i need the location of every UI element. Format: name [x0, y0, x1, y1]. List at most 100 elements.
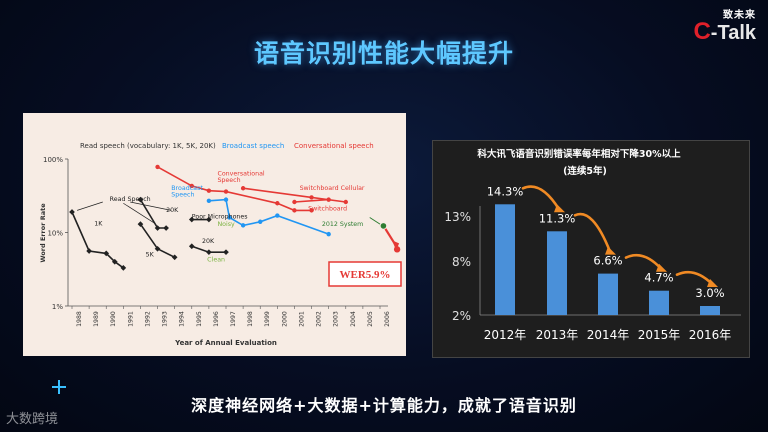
data-point-read — [154, 225, 161, 231]
data-point-conversational — [223, 189, 229, 194]
legend-broadcast: Broadcast speech — [222, 142, 284, 150]
bar-category-label: 2012年 — [484, 328, 527, 342]
x-tick-label: 1990 — [110, 311, 117, 327]
annotation-label: 20K — [166, 207, 179, 214]
brand-mark: C-Talk — [693, 18, 756, 46]
data-point-read — [163, 225, 169, 231]
slide-title: 语音识别性能大幅提升 — [253, 39, 514, 68]
annotation-label: Speech — [171, 191, 194, 198]
y-tick-label: 10% — [47, 230, 63, 238]
annotation-arrow — [77, 201, 103, 211]
legend-conversational: Conversational speech — [294, 142, 374, 150]
data-point-read — [103, 250, 110, 257]
annotation-label: 5K — [146, 252, 155, 259]
annotation-label: Broadcast — [171, 185, 203, 192]
green-arrow — [369, 217, 381, 225]
bar-data-label: 6.6% — [593, 254, 622, 268]
annotation-label: Read Speech — [110, 196, 151, 203]
x-axis-label: Year of Annual Evaluation — [174, 339, 277, 347]
bar-chart-subtitle: (连续5年) — [563, 165, 607, 177]
wer-history-svg: 100% 10% 1% Word Error Rate 1988 1989 1990 1991… — [39, 142, 402, 347]
bar-y-tick-label: 13% — [444, 210, 471, 224]
data-point-read — [206, 249, 212, 255]
data-point-conversational — [292, 208, 297, 213]
x-tick-label: 1995 — [196, 311, 203, 327]
trend-arrowhead — [656, 263, 667, 272]
data-point-read — [86, 248, 92, 254]
y-tick-label: 100% — [43, 156, 63, 164]
data-point-wer-callout — [393, 246, 401, 253]
annotation-label: 2012 System — [322, 221, 364, 228]
data-point-read — [111, 258, 118, 265]
data-point-read — [188, 216, 195, 223]
x-tick-label: 1996 — [213, 311, 220, 327]
data-point-broadcast — [227, 215, 232, 220]
data-point-conversational — [343, 199, 348, 205]
iflytek-bar-chart: 科大讯飞语音识别错误率每年相对下降30%以上 (连续5年) 13% 8% 2% 14.3%… — [432, 140, 750, 358]
callout-arrowhead — [392, 240, 400, 251]
x-tick-label: 1989 — [93, 311, 100, 327]
series-line-read — [139, 199, 167, 229]
wer-history-chart: 100% 10% 1% Word Error Rate 1988 1989 1990 1991… — [23, 113, 406, 356]
bar-2012年 — [495, 204, 515, 315]
data-point-conversational — [206, 188, 212, 193]
brand-logo: 致未来 C-Talk — [684, 6, 756, 46]
bar-chart-title: 科大讯飞语音识别错误率每年相对下降30%以上 — [477, 148, 681, 160]
brand-rest: -Talk — [710, 22, 756, 44]
bottom-caption: 深度神经网络+大数据+计算能力，成就了语音识别 — [191, 396, 577, 415]
bar-2016年 — [700, 306, 720, 315]
data-point-read — [206, 216, 212, 223]
annotation-label: Noisy — [217, 221, 235, 228]
bar-2015年 — [649, 290, 669, 315]
data-point-broadcast — [326, 231, 331, 237]
bar-data-label: 11.3% — [539, 211, 576, 225]
x-tick-label: 2003 — [333, 311, 340, 327]
bar-2014年 — [598, 273, 618, 315]
data-point-broadcast — [223, 197, 229, 202]
bar-2013年 — [547, 231, 567, 315]
x-tick-label: 2000 — [281, 311, 288, 327]
annotation-label: 20K — [202, 238, 215, 245]
annotation-label: Clean — [207, 257, 225, 264]
x-tick-label: 1998 — [247, 311, 254, 327]
annotation-label: Speech — [217, 177, 240, 184]
data-point-read — [171, 254, 178, 261]
annotation-label: Conversational — [217, 170, 264, 177]
data-point-read — [223, 249, 229, 255]
bar-category-label: 2016年 — [689, 328, 732, 342]
data-point-read — [137, 196, 144, 203]
x-tick-label: 1992 — [144, 311, 151, 327]
trend-arrowhead — [554, 204, 565, 213]
x-tick-label: 2004 — [350, 311, 357, 327]
annotation-label: Poor Microphones — [192, 214, 248, 221]
data-point-read — [154, 245, 161, 252]
trend-arrowhead — [707, 279, 718, 287]
annotation-label: Switchboard Cellular — [300, 185, 365, 192]
annotation-arrow — [130, 201, 172, 211]
wer-callout-box — [328, 261, 402, 287]
data-point-conversational — [309, 208, 314, 213]
data-point-broadcast — [275, 213, 280, 218]
bar-y-tick-label: 2% — [452, 309, 471, 323]
x-tick-label: 1988 — [76, 311, 83, 327]
data-point-read — [137, 221, 144, 227]
x-tick-label: 2006 — [384, 311, 391, 327]
bar-data-label: 3.0% — [695, 286, 724, 300]
x-tick-label: 2001 — [298, 311, 305, 327]
x-tick-label: 1993 — [162, 311, 169, 327]
legend-read: Read speech (vocabulary: 1K, 5K, 20K) — [80, 142, 216, 150]
x-tick-label: 1999 — [264, 311, 271, 327]
data-point-2012-system — [380, 223, 387, 229]
bar-category-label: 2015年 — [638, 328, 681, 342]
trend-arrow — [675, 270, 714, 286]
data-point-read — [188, 243, 195, 250]
annotation-arrow — [123, 202, 155, 224]
wer-callout-label: WER5.9% — [339, 269, 390, 281]
x-tick-label: 1997 — [230, 311, 237, 327]
brand-cn: 致未来 — [723, 10, 756, 21]
sparkle-icon — [52, 380, 66, 394]
y-axis-label: Word Error Rate — [39, 203, 47, 263]
data-point-conversational — [155, 164, 160, 170]
x-tick-label: 1994 — [179, 311, 186, 327]
series-line-conversational — [294, 198, 329, 203]
